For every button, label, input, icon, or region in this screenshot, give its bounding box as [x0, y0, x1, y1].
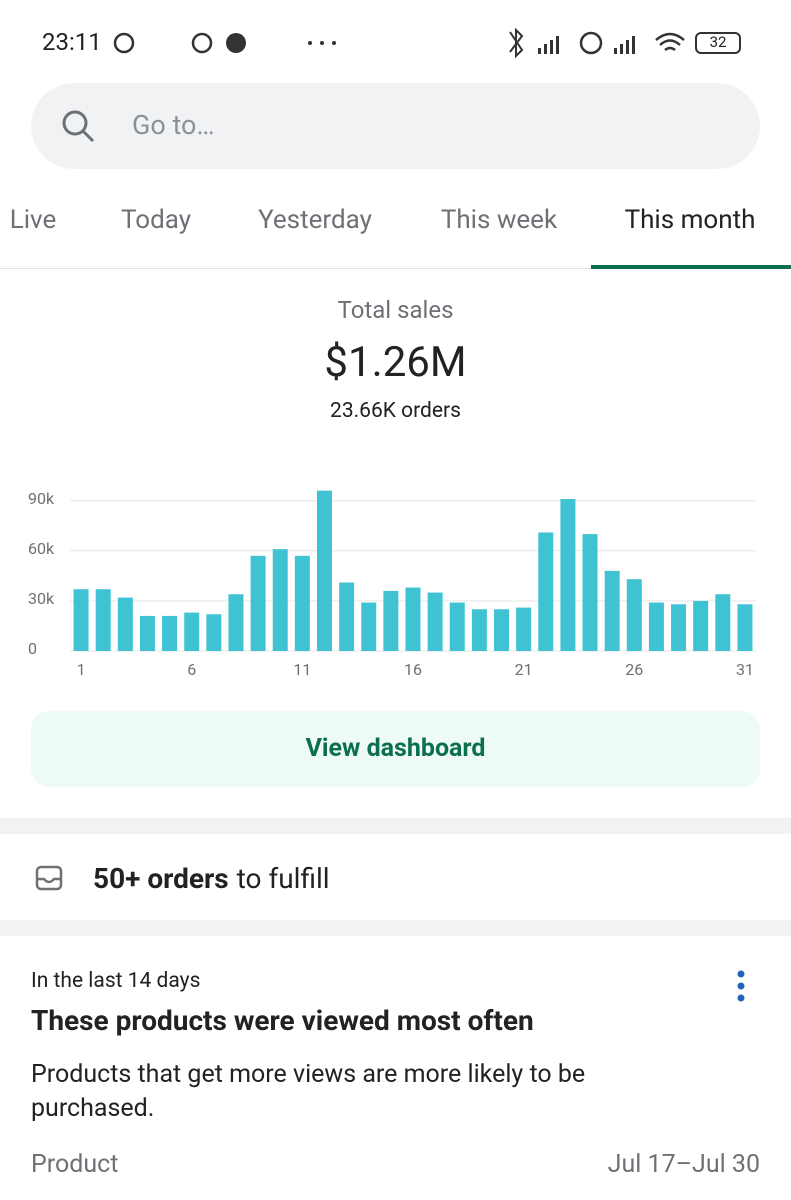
bar	[560, 499, 576, 651]
card-title: These products were viewed most often	[31, 1004, 534, 1037]
tab[interactable]: Live	[9, 205, 57, 235]
bar	[405, 587, 421, 651]
bar	[516, 607, 532, 651]
section-divider	[0, 818, 791, 834]
bar	[361, 602, 377, 651]
bar	[737, 604, 753, 651]
bar	[582, 534, 598, 651]
bar	[427, 592, 443, 651]
bar	[272, 549, 288, 651]
x-tick-label: 21	[515, 660, 533, 679]
bar	[162, 615, 178, 651]
bar	[95, 589, 111, 651]
search-bar[interactable]: Go to…	[31, 83, 760, 169]
y-tick-label: 90k	[28, 489, 55, 508]
card-body: Products that get more views are more li…	[31, 1060, 586, 1123]
y-tick-label: 30k	[28, 589, 55, 608]
x-tick-label: 1	[77, 660, 86, 679]
card-eyebrow: In the last 14 days	[31, 969, 201, 993]
bar	[73, 589, 89, 651]
bar	[117, 597, 133, 651]
x-tick-label: 26	[625, 660, 643, 679]
tab-indicator	[591, 265, 791, 269]
fulfill-row[interactable]: 50+ orders to fulfill	[93, 862, 330, 895]
column-product: Product	[31, 1150, 119, 1179]
tab-divider	[0, 268, 791, 269]
bar	[383, 590, 399, 651]
tab[interactable]: This week	[440, 205, 558, 235]
bar	[471, 609, 487, 651]
bar	[339, 582, 355, 651]
y-tick-label: 0	[28, 639, 37, 658]
bar	[250, 555, 266, 651]
more-menu[interactable]	[732, 970, 750, 1004]
fulfill-count: 50+ orders	[93, 862, 229, 895]
bar	[715, 594, 731, 651]
status-time: 23:11	[42, 28, 102, 56]
status-icons	[113, 28, 741, 59]
bar	[538, 532, 554, 651]
bar	[494, 609, 510, 651]
bar	[449, 602, 465, 651]
inbox-icon	[35, 865, 63, 891]
x-tick-label: 6	[187, 660, 196, 679]
bar	[648, 602, 664, 651]
summary-orders: 23.66K orders	[330, 399, 461, 423]
bar	[604, 570, 620, 651]
bar	[294, 555, 310, 651]
section-divider	[0, 920, 791, 936]
fulfill-text: to fulfill	[236, 862, 330, 895]
x-tick-label: 16	[404, 660, 422, 679]
battery-level: 32	[709, 33, 727, 51]
bar	[626, 579, 642, 651]
bar	[206, 614, 222, 651]
bar	[184, 612, 200, 651]
y-tick-label: 60k	[28, 539, 55, 558]
summary-label: Total sales	[337, 296, 454, 324]
column-dates: Jul 17–Jul 30	[607, 1150, 760, 1179]
bar	[693, 600, 709, 651]
x-tick-label: 11	[293, 660, 311, 679]
view-dashboard-button[interactable]: View dashboard	[31, 711, 760, 787]
search-placeholder: Go to…	[132, 109, 215, 141]
bar	[316, 490, 332, 651]
summary-value: $1.26M	[324, 338, 467, 387]
bar	[228, 594, 244, 651]
tab[interactable]: Today	[120, 205, 192, 235]
search-icon	[62, 110, 95, 143]
x-tick-label: 31	[736, 660, 754, 679]
bar	[671, 604, 687, 651]
tab[interactable]: This month	[624, 205, 756, 235]
bar	[139, 615, 155, 651]
tab[interactable]: Yesterday	[258, 205, 372, 235]
